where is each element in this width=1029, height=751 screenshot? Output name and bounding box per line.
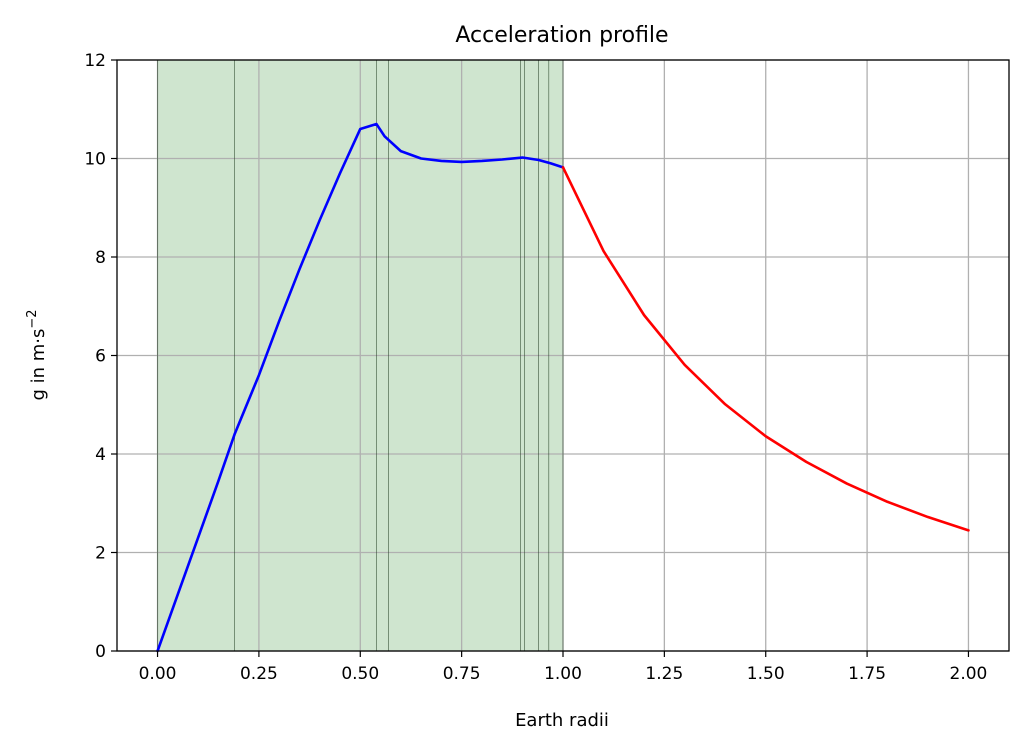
y-axis-label: g in m·s−2 — [25, 309, 49, 400]
x-axis-label: Earth radii — [515, 710, 609, 731]
x-tick-label: 0.00 — [139, 664, 177, 684]
x-tick-label: 1.50 — [747, 664, 785, 684]
y-axis-label-exponent: −2 — [25, 309, 40, 328]
series-layer — [156, 122, 970, 653]
x-tick-label: 0.50 — [341, 664, 379, 684]
x-tick-label: 1.75 — [848, 664, 886, 684]
x-tick-label: 1.00 — [544, 664, 582, 684]
y-tick-label: 2 — [95, 544, 106, 564]
y-axis-label-base: g in m·s — [28, 329, 49, 401]
y-tick-label: 4 — [95, 445, 106, 465]
y-tick-label: 8 — [95, 248, 106, 268]
y-tick-label: 10 — [84, 150, 106, 170]
series-line-1 — [156, 122, 565, 653]
series-line-2 — [561, 166, 970, 532]
x-tick-label: 0.25 — [240, 664, 278, 684]
y-tick-label: 6 — [95, 347, 106, 367]
x-tick-label: 1.25 — [645, 664, 683, 684]
chart-title: Acceleration profile — [455, 23, 668, 48]
tick-layer: 0.00 0.25 0.50 0.75 1.00 1.25 1.50 1.75 2.00 0 2 4 6… — [84, 51, 987, 684]
y-tick-label: 12 — [84, 51, 106, 71]
y-tick-label: 0 — [95, 642, 106, 662]
x-tick-label: 2.00 — [950, 664, 988, 684]
x-tick-label: 0.75 — [443, 664, 481, 684]
